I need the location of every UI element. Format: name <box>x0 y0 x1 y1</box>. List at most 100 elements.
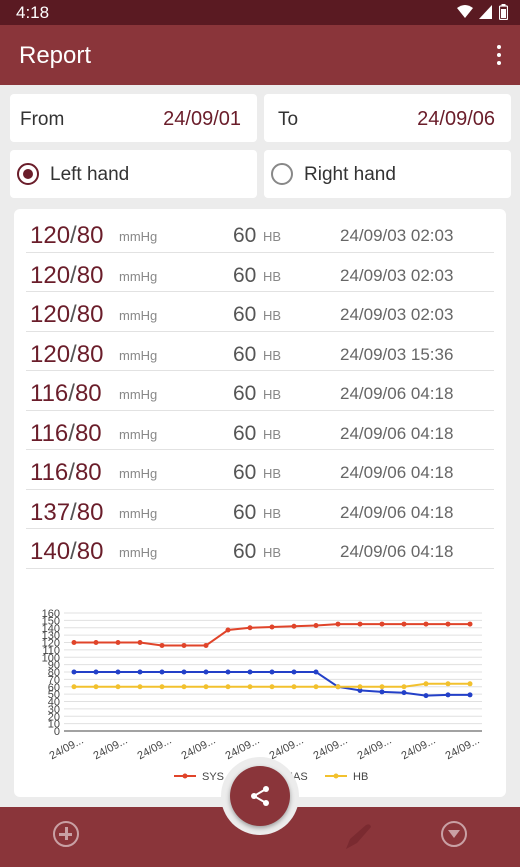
from-date-field[interactable]: From 24/09/01 <box>10 94 257 142</box>
more-vert-icon[interactable] <box>492 43 506 67</box>
to-date-field[interactable]: To 24/09/06 <box>264 94 511 142</box>
pen-icon[interactable] <box>340 821 376 853</box>
data-point-sys <box>159 642 165 648</box>
sys-value: 120 <box>30 222 71 249</box>
left-hand-option[interactable]: Left hand <box>10 150 257 198</box>
bp-value: 116/80 <box>30 380 102 408</box>
bp-slash: / <box>70 340 77 368</box>
data-point-hb <box>115 684 121 690</box>
sys-value: 120 <box>30 340 71 368</box>
sys-value: 116 <box>30 380 69 407</box>
data-point-dias <box>159 669 165 675</box>
bp-unit: mmHg <box>119 426 158 442</box>
data-point-hb <box>71 684 77 690</box>
sys-value: 140 <box>30 538 71 565</box>
page-title: Report <box>19 42 92 69</box>
record-datetime: 24/09/06 04:18 <box>340 423 454 443</box>
legend-label-hb: HB <box>353 771 368 783</box>
dropdown-circle-icon[interactable] <box>441 821 467 847</box>
record-row[interactable]: 137/80 mmHg 60 HB 24/09/06 04:18 <box>26 490 494 529</box>
to-label: To <box>278 109 299 130</box>
data-point-dias <box>203 669 209 675</box>
data-point-hb <box>203 684 209 690</box>
y-tick-label: 140 <box>42 623 60 635</box>
x-tick-label: 24/09... <box>268 734 306 762</box>
data-point-sys <box>247 625 253 631</box>
hb-value: 60 <box>233 303 257 326</box>
data-point-sys <box>445 621 451 627</box>
bp-chart: 0102030405060708090100110120130140150160… <box>42 608 482 783</box>
record-datetime: 24/09/03 02:03 <box>340 305 454 324</box>
record-datetime: 24/09/06 04:18 <box>340 384 454 403</box>
data-point-dias <box>467 692 473 698</box>
y-tick-label: 30 <box>48 704 60 716</box>
bp-unit: mmHg <box>119 229 158 244</box>
left-hand-radio[interactable] <box>17 163 39 185</box>
data-point-sys <box>225 627 231 633</box>
y-tick-label: 160 <box>42 608 60 620</box>
hb-value: 60 <box>233 540 257 563</box>
x-tick-label: 24/09... <box>48 734 86 762</box>
bp-value: 137/80 <box>30 499 103 527</box>
hb-unit: HB <box>263 387 282 402</box>
bp-slash: / <box>68 380 75 407</box>
y-tick-label: 150 <box>42 615 60 627</box>
hb-unit: HB <box>263 426 282 442</box>
record-row[interactable]: 116/80 mmHg 60 HB 24/09/06 04:18 <box>26 411 494 450</box>
data-point-sys <box>137 640 143 645</box>
data-point-sys <box>357 621 363 627</box>
data-point-hb <box>93 684 99 690</box>
sys-value: 137 <box>30 498 71 526</box>
data-point-hb <box>291 684 297 690</box>
add-circle-icon[interactable] <box>53 821 79 847</box>
bp-value: 116/80 <box>30 420 102 448</box>
data-point-dias <box>181 669 187 675</box>
record-row[interactable]: 120/80 mmHg 60 HB 24/09/03 02:03 <box>26 292 494 332</box>
y-tick-label: 40 <box>48 697 60 709</box>
hb-unit: HB <box>263 229 282 244</box>
right-hand-radio[interactable] <box>271 163 293 185</box>
share-button[interactable] <box>230 766 290 826</box>
bp-slash: / <box>68 459 75 486</box>
status-time: 4:18 <box>16 3 50 22</box>
data-point-sys <box>269 624 275 630</box>
record-datetime: 24/09/06 04:18 <box>340 502 454 522</box>
battery-icon <box>499 4 508 20</box>
record-datetime: 24/09/03 15:36 <box>340 344 454 364</box>
bp-value: 120/80 <box>30 262 103 290</box>
from-date-value: 24/09/01 <box>163 108 241 130</box>
data-point-sys <box>313 623 319 629</box>
bp-value: 120/80 <box>30 341 103 369</box>
dia-value: 80 <box>76 301 104 328</box>
record-row[interactable]: 116/80 mmHg 60 HB 24/09/06 04:18 <box>26 450 494 490</box>
record-row[interactable]: 116/80 mmHg 60 HB 24/09/06 04:18 <box>26 371 494 411</box>
right-hand-option[interactable]: Right hand <box>264 150 511 198</box>
dia-value: 80 <box>76 222 104 249</box>
hb-value: 60 <box>233 500 257 524</box>
data-point-hb <box>247 684 253 690</box>
record-datetime: 24/09/06 04:18 <box>340 542 454 561</box>
hb-value: 60 <box>233 224 257 247</box>
data-point-sys <box>335 621 341 627</box>
record-row[interactable]: 120/80 mmHg 60 HB 24/09/03 02:03 <box>26 253 494 292</box>
bp-value: 120/80 <box>30 222 103 250</box>
from-label: From <box>20 109 65 130</box>
y-tick-label: 70 <box>48 674 60 686</box>
record-row[interactable]: 140/80 mmHg 60 HB 24/09/06 04:18 <box>26 529 494 569</box>
signal-icon <box>479 5 492 19</box>
data-point-hb <box>445 681 451 687</box>
data-point-hb <box>269 684 275 690</box>
x-tick-label: 24/09... <box>356 734 394 762</box>
data-point-dias <box>401 690 407 696</box>
data-point-dias <box>115 669 121 675</box>
record-row[interactable]: 120/80 mmHg 60 HB 24/09/03 15:36 <box>26 332 494 371</box>
x-tick-label: 24/09... <box>444 734 482 762</box>
data-point-dias <box>225 669 231 675</box>
data-point-sys <box>181 642 187 648</box>
status-icons <box>457 4 508 20</box>
bp-unit: mmHg <box>119 308 158 323</box>
data-point-sys <box>93 640 99 645</box>
data-point-dias <box>247 669 253 675</box>
data-point-hb <box>137 684 143 690</box>
record-row[interactable]: 120/80 mmHg 60 HB 24/09/03 02:03 <box>26 213 494 253</box>
